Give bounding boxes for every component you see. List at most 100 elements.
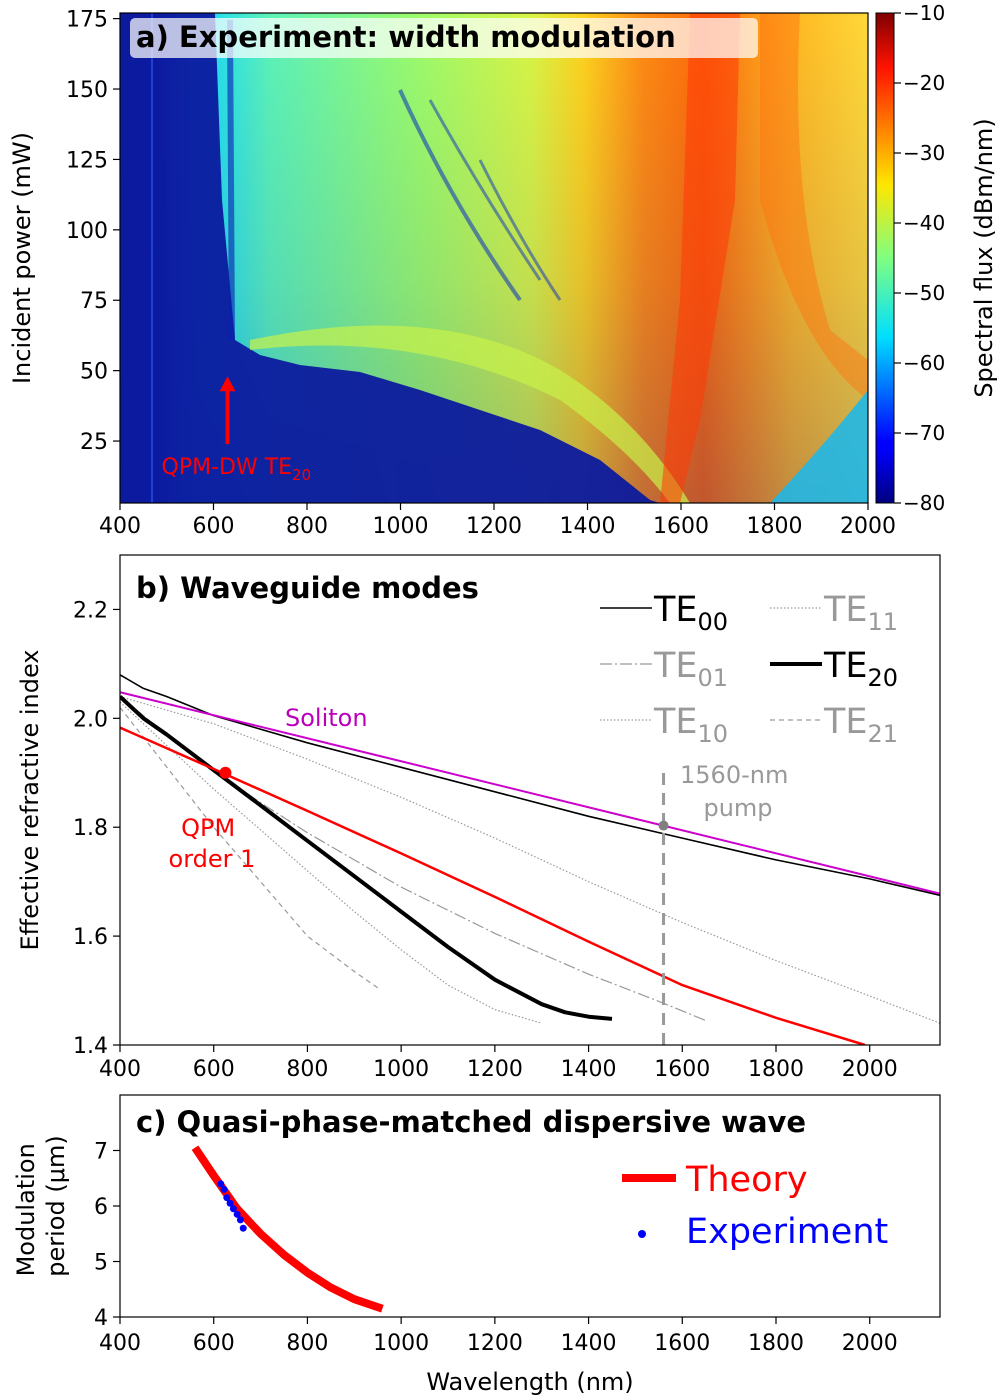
annotation-label-main: QPM-DW TE <box>162 455 293 480</box>
colorbar-tick-label: −60 <box>903 351 945 375</box>
colorbar-tick-label: −30 <box>903 141 945 165</box>
legend-label-sub: 20 <box>868 664 899 692</box>
x-tick-label: 800 <box>286 1057 328 1082</box>
legend-label-sub: 21 <box>868 720 899 748</box>
panel-c-ylabel: Modulation period (μm) <box>12 1135 70 1276</box>
panel-b-plot-area <box>120 674 940 1045</box>
legend-label-sub: 01 <box>698 664 729 692</box>
annotation-label-sub: 20 <box>292 466 311 484</box>
colorbar-tick-label: −50 <box>903 281 945 305</box>
x-tick-label: 1400 <box>561 1331 617 1356</box>
x-tick-label: 1200 <box>467 1057 523 1082</box>
panel-a-title: a) Experiment: width modulation <box>136 20 676 54</box>
series-line-te21 <box>120 707 379 989</box>
x-tick-label: 1000 <box>373 514 429 539</box>
x-tick-label: 800 <box>286 1331 328 1356</box>
series-line-te00 <box>120 674 940 897</box>
x-tick-label: 2000 <box>842 1057 898 1082</box>
colorbar-tick-label: −40 <box>903 211 945 235</box>
legend-experiment-swatch <box>638 1230 646 1238</box>
y-tick-label: 150 <box>66 78 108 103</box>
experiment-point <box>236 1216 244 1224</box>
legend-label-main: TE <box>653 590 698 630</box>
x-tick-label: 2000 <box>842 1331 898 1356</box>
y-tick-label: 4 <box>94 1306 108 1331</box>
legend-label-main: TE <box>823 702 868 742</box>
x-tick-label: 600 <box>193 1331 235 1356</box>
qpm-order-label-line2: order 1 <box>169 845 256 873</box>
panel-a-ylabel: Incident power (mW) <box>8 132 36 384</box>
series-line-te01 <box>120 696 706 1022</box>
legend-experiment-label: Experiment <box>686 1212 888 1252</box>
x-tick-label: 800 <box>286 514 328 539</box>
panel-a-axes: 400 600 800 1000 1200 1400 1600 1800 2000 25 50 75 1… <box>66 8 896 539</box>
x-tick-label: 600 <box>193 1057 235 1082</box>
y-tick-label: 100 <box>66 219 108 244</box>
experiment-point <box>239 1224 247 1232</box>
x-tick-label: 1400 <box>560 514 616 539</box>
x-tick-label: 1200 <box>467 1331 523 1356</box>
colorbar-tick-label: −70 <box>903 421 945 445</box>
series-line-te20 <box>120 695 613 1021</box>
x-tick-label: 1800 <box>748 1057 804 1082</box>
y-tick-label: 1.6 <box>73 925 108 950</box>
x-tick-label: 1200 <box>466 514 522 539</box>
legend-label-te10: TE10 <box>653 702 728 748</box>
x-tick-label: 400 <box>99 514 141 539</box>
x-tick-label: 1800 <box>747 514 803 539</box>
colorbar: −80 −70 −60 −50 −40 −30 −20 −10 Spectral flux (… <box>875 1 998 515</box>
y-tick-label: 6 <box>94 1195 108 1220</box>
y-tick-label: 75 <box>80 289 108 314</box>
panel-a: a) Experiment: width modulation 400 600 80… <box>8 1 998 539</box>
y-tick-label: 2.0 <box>73 707 108 732</box>
experiment-point <box>226 1199 234 1207</box>
legend-label-main: TE <box>653 702 698 742</box>
x-tick-label: 1000 <box>373 1057 429 1082</box>
y-tick-label: 1.8 <box>73 816 108 841</box>
legend-label-sub: 11 <box>868 608 899 636</box>
qpm-dw-annotation: QPM-DW TE20 <box>162 376 312 484</box>
series-line-qpm-order-1 <box>120 726 866 1045</box>
legend-label-main: TE <box>653 646 698 686</box>
x-tick-label: 1600 <box>654 1331 710 1356</box>
panel-b-title: b) Waveguide modes <box>136 571 479 605</box>
legend-label-te01: TE01 <box>653 646 728 692</box>
panel-c-axes: 400 600 800 1000 1200 1400 1600 1800 2000 4 5 6 7 <box>94 1140 898 1357</box>
qpm-order-label-line1: QPM <box>181 814 235 842</box>
x-tick-label: 1800 <box>748 1331 804 1356</box>
pump-marker <box>658 820 669 831</box>
experiment-point <box>229 1205 237 1213</box>
theory-curve <box>191 1145 384 1313</box>
legend-label-sub: 00 <box>698 608 729 636</box>
legend-theory-label: Theory <box>685 1160 808 1200</box>
legend-label-te21: TE21 <box>823 702 898 748</box>
y-tick-label: 25 <box>80 430 108 455</box>
x-tick-label: 1600 <box>653 514 709 539</box>
panel-c-legend: Theory Experiment <box>622 1160 888 1252</box>
x-tick-label: 2000 <box>840 514 896 539</box>
legend-label-main: TE <box>823 646 868 686</box>
x-tick-label: 1400 <box>561 1057 617 1082</box>
pump-label: 1560-nm pump <box>680 761 796 822</box>
series-line-te11 <box>120 701 542 1024</box>
colorbar-ticks: −80 −70 −60 −50 −40 −30 −20 −10 <box>894 1 945 515</box>
series-line-te10 <box>120 696 940 1024</box>
x-tick-label: 400 <box>99 1331 141 1356</box>
y-tick-label: 7 <box>94 1140 108 1165</box>
colorbar-label: Spectral flux (dBm/nm) <box>970 118 998 397</box>
y-tick-label: 125 <box>66 148 108 173</box>
y-tick-label: 175 <box>66 8 108 33</box>
x-tick-label: 400 <box>99 1057 141 1082</box>
soliton-label: Soliton <box>285 704 368 732</box>
panel-c-title: c) Quasi-phase-matched dispersive wave <box>136 1105 806 1139</box>
panel-c-plot-area <box>191 1145 384 1313</box>
qpm-crossing-marker <box>219 766 232 779</box>
legend-label-sub: 10 <box>698 720 729 748</box>
heatmap-image <box>120 13 868 503</box>
x-tick-label: 1000 <box>373 1331 429 1356</box>
annotation-label: QPM-DW TE20 <box>162 455 312 484</box>
qpm-order-label: QPM order 1 <box>169 814 256 873</box>
x-tick-label: 600 <box>193 514 235 539</box>
experiment-point <box>217 1180 225 1188</box>
